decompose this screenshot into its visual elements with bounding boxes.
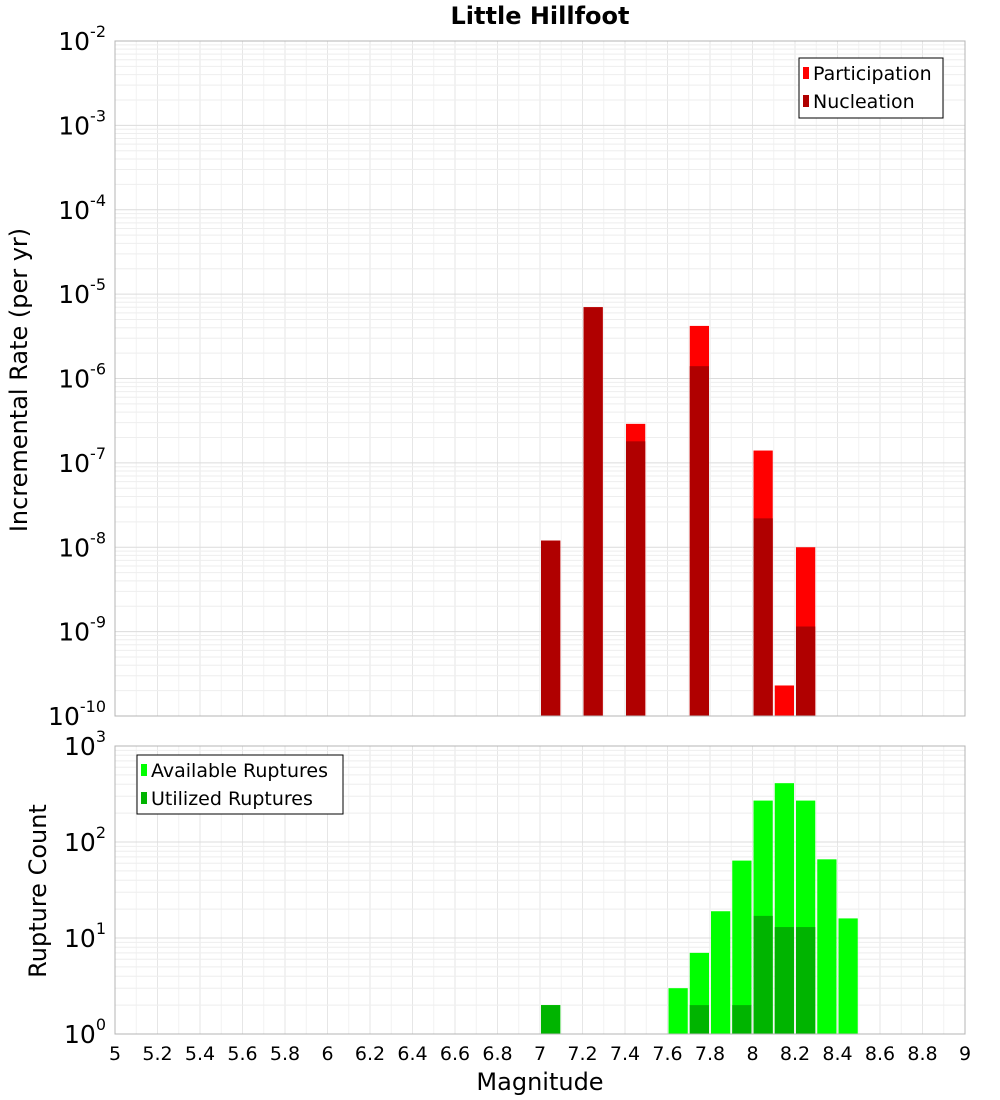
y-axis-label-count: Rupture Count	[24, 804, 52, 978]
legend-label: Nucleation	[813, 91, 915, 113]
bar	[626, 441, 646, 716]
bar	[817, 859, 837, 1034]
x-tick-label: 6.8	[482, 1043, 512, 1065]
y-tick-label: 100	[64, 1015, 106, 1049]
x-tick-label: 8.6	[865, 1043, 895, 1065]
series-utilized-ruptures	[541, 915, 816, 1034]
bar	[838, 918, 858, 1034]
x-tick-label: 6.2	[355, 1043, 385, 1065]
x-axis-ticks: 5 5.2 5.4 5.6 5.8 6 6.2 6.4 6.6 6.8 7 7.2 7.4 7.6 7.8 8…	[109, 1043, 971, 1065]
y-axis-ticks: 10-10 10-9 10-8 10-7 10-6 10-5 10-4 10-3 10-2	[48, 22, 106, 731]
y-axis-ticks: 100 101 102 103	[64, 727, 106, 1049]
y-tick-label: 10-2	[58, 22, 106, 56]
rate-panel: 10-10 10-9 10-8 10-7 10-6 10-5 10-4 10-3 10-2 Par…	[48, 22, 966, 731]
y-tick-label: 10-6	[58, 360, 106, 394]
y-tick-label: 10-4	[58, 191, 106, 225]
x-tick-label: 5.4	[185, 1043, 215, 1065]
legend-label: Available Ruptures	[151, 760, 328, 782]
legend: Participation Nucleation	[798, 57, 944, 119]
y-tick-label: 10-5	[58, 275, 106, 309]
bar	[668, 988, 688, 1034]
legend-label: Utilized Ruptures	[151, 788, 313, 810]
gridlines	[114, 41, 966, 717]
x-tick-label: 9	[959, 1043, 971, 1065]
bar	[796, 626, 816, 716]
x-tick-label: 8.2	[780, 1043, 810, 1065]
plot-border	[114, 40, 966, 717]
bar	[711, 911, 731, 1034]
x-tick-label: 5	[109, 1043, 121, 1065]
x-axis-label: Magnitude	[476, 1068, 603, 1096]
series-nucleation	[541, 307, 816, 716]
bar	[689, 1005, 709, 1034]
y-axis-label-rate: Incremental Rate (per yr)	[5, 228, 33, 532]
y-tick-label: 101	[64, 919, 106, 953]
x-tick-label: 7.6	[652, 1043, 682, 1065]
y-tick-label: 10-10	[48, 697, 106, 731]
bar	[583, 307, 603, 716]
x-tick-label: 8.4	[822, 1043, 852, 1065]
legend-swatch	[141, 764, 147, 776]
bar	[753, 518, 773, 716]
chart-title: Little Hillfoot	[451, 2, 630, 30]
bar	[774, 927, 794, 1034]
x-tick-label: 7	[534, 1043, 546, 1065]
bar	[541, 540, 561, 716]
x-tick-label: 5.2	[142, 1043, 172, 1065]
bar	[796, 927, 816, 1034]
y-tick-label: 102	[64, 823, 106, 857]
bar	[753, 915, 773, 1034]
bar	[732, 1005, 752, 1034]
rupture-count-panel: 100 101 102 103 Available Ruptures Utilized R…	[64, 727, 966, 1049]
bar	[541, 1005, 561, 1034]
y-tick-label: 10-3	[58, 106, 106, 140]
bar	[732, 860, 752, 1034]
x-tick-label: 5.8	[270, 1043, 300, 1065]
legend: Available Ruptures Utilized Ruptures	[136, 754, 344, 815]
x-tick-label: 6	[321, 1043, 333, 1065]
x-tick-label: 7.4	[610, 1043, 640, 1065]
x-tick-label: 8.8	[907, 1043, 937, 1065]
bar	[774, 685, 794, 716]
y-tick-label: 103	[64, 727, 106, 761]
y-tick-label: 10-9	[58, 613, 106, 647]
x-tick-label: 7.8	[695, 1043, 725, 1065]
y-tick-label: 10-8	[58, 528, 106, 562]
legend-swatch	[803, 95, 809, 107]
legend-swatch	[803, 67, 809, 79]
legend-label: Participation	[813, 63, 932, 85]
x-tick-label: 6.4	[397, 1043, 427, 1065]
y-tick-label: 10-7	[58, 444, 106, 478]
legend-swatch	[141, 792, 147, 804]
x-tick-label: 6.6	[440, 1043, 470, 1065]
plot-border	[114, 745, 966, 1035]
x-tick-label: 5.6	[227, 1043, 257, 1065]
bar	[689, 366, 709, 716]
x-tick-label: 7.2	[567, 1043, 597, 1065]
x-tick-label: 8	[746, 1043, 758, 1065]
